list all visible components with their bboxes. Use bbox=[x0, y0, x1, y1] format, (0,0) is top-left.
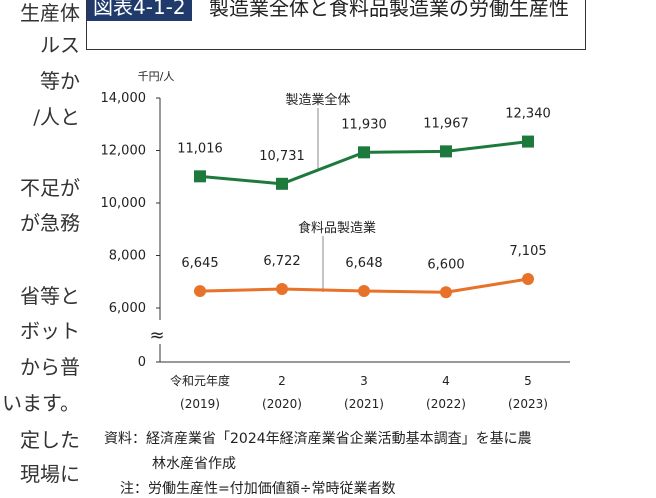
x-tick-sublabel: (2023) bbox=[508, 397, 548, 411]
x-tick-label: 5 bbox=[524, 374, 532, 388]
y-tick-label: 14,000 bbox=[101, 91, 147, 106]
data-point bbox=[440, 286, 452, 299]
figure-header: 図表4-1-2 製造業全体と食料品製造業の労働生産性 bbox=[86, 0, 586, 50]
axis-break-symbol: ≈ bbox=[149, 325, 164, 346]
body-text-line: ボット bbox=[20, 319, 80, 343]
data-label: 6,645 bbox=[181, 256, 218, 271]
data-point bbox=[276, 283, 288, 296]
data-label: 7,105 bbox=[509, 244, 546, 259]
data-label: 12,340 bbox=[505, 107, 551, 122]
body-text-line: が急務 bbox=[20, 211, 80, 235]
series-label: 製造業全体 bbox=[285, 92, 350, 108]
body-text-line: ルス bbox=[40, 33, 80, 57]
data-label: 11,967 bbox=[423, 116, 469, 131]
y-tick-label: 0 bbox=[138, 355, 146, 370]
data-point bbox=[522, 272, 534, 285]
x-tick-label: 令和元年度 bbox=[170, 373, 230, 388]
data-point bbox=[358, 146, 370, 159]
body-text-line: から普 bbox=[20, 355, 80, 379]
data-label: 6,648 bbox=[345, 256, 382, 271]
figure-number-badge: 図表4-1-2 bbox=[87, 0, 192, 21]
body-text-line: 不足が bbox=[20, 176, 80, 200]
data-point bbox=[194, 285, 206, 298]
body-text-line: 等か bbox=[40, 69, 80, 93]
y-tick-label: 8,000 bbox=[109, 249, 146, 264]
y-tick-label: 6,000 bbox=[109, 301, 146, 316]
source-note-line3: 注：労働生産性=付加価値額÷常時従業者数 bbox=[120, 481, 396, 497]
y-tick-label: 12,000 bbox=[101, 144, 147, 159]
data-label: 11,930 bbox=[341, 117, 387, 132]
data-point bbox=[276, 177, 288, 190]
data-label: 11,016 bbox=[177, 141, 223, 156]
body-text-line: います。 bbox=[2, 391, 80, 415]
data-point bbox=[358, 284, 370, 297]
source-note-line1: 資料：経済産業省「2024年経済産業省企業活動基本調査」を基に農 bbox=[104, 431, 532, 447]
data-point bbox=[440, 145, 452, 158]
x-tick-sublabel: (2019) bbox=[180, 397, 220, 411]
body-text-line: 生産体 bbox=[20, 1, 80, 25]
x-tick-sublabel: (2021) bbox=[344, 397, 384, 411]
data-point bbox=[522, 135, 534, 148]
body-text-column: 生産体ルス等か/人と不足がが急務省等とボットから普います。定した現場に bbox=[0, 0, 80, 490]
x-tick-sublabel: (2020) bbox=[262, 397, 302, 411]
x-tick-label: 4 bbox=[442, 374, 450, 388]
body-text-line: 省等と bbox=[20, 284, 80, 308]
series-label: 食料品製造業 bbox=[298, 220, 376, 236]
data-point bbox=[194, 170, 206, 183]
data-label: 6,722 bbox=[263, 254, 300, 269]
x-tick-label: 3 bbox=[360, 374, 368, 388]
body-text-line: 現場に bbox=[20, 462, 80, 486]
y-tick-label: 10,000 bbox=[101, 196, 147, 211]
y-axis-unit: 千円/人 bbox=[138, 70, 175, 83]
x-tick-sublabel: (2022) bbox=[426, 397, 466, 411]
x-tick-label: 2 bbox=[278, 374, 286, 388]
body-text-line: 定した bbox=[20, 428, 80, 452]
figure-title: 製造業全体と食料品製造業の労働生産性 bbox=[209, 0, 569, 20]
data-label: 10,731 bbox=[259, 149, 305, 164]
body-text-line: /人と bbox=[33, 105, 80, 129]
data-label: 6,600 bbox=[427, 257, 464, 272]
source-note-line2: 林水産省作成 bbox=[152, 456, 236, 472]
